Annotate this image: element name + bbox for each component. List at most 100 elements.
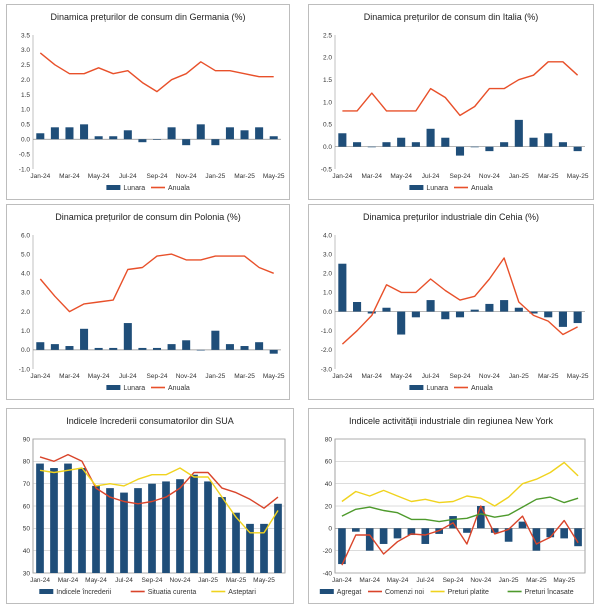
- series-line: [39, 467, 279, 534]
- x-tick-label: Mar-25: [226, 577, 247, 584]
- bar: [504, 528, 513, 542]
- bar: [274, 503, 282, 573]
- x-tick-label: Jul-24: [115, 577, 133, 584]
- x-tick-label: Sep-24: [142, 577, 163, 584]
- bar: [148, 483, 156, 573]
- y-tick-label: 30: [23, 570, 31, 577]
- chart-title: Dinamica prețurilor de consum din Poloni…: [55, 212, 241, 222]
- bar: [485, 303, 494, 312]
- y-tick-label: 4.0: [21, 271, 30, 278]
- bar: [78, 468, 86, 573]
- bar: [532, 528, 541, 551]
- chart-poland-cpi-svg: Dinamica prețurilor de consum din Poloni…: [19, 212, 285, 392]
- bar: [134, 488, 142, 573]
- x-tick-label: Sep-24: [450, 373, 471, 380]
- x-tick-label: Nov-24: [176, 173, 197, 180]
- x-tick-label: Mar-24: [361, 173, 382, 180]
- legend-label: Lunara: [426, 385, 448, 392]
- x-tick-label: May-25: [263, 373, 285, 380]
- bar: [470, 309, 479, 312]
- bar: [182, 139, 191, 146]
- bar: [123, 323, 132, 350]
- y-tick-label: 2.0: [323, 55, 332, 62]
- legend-label: Indicele încrederii: [56, 589, 111, 596]
- chart-germany-cpi: Dinamica prețurilor de consum din German…: [6, 4, 290, 200]
- y-tick-label: -2.0: [321, 347, 333, 354]
- bar: [421, 528, 430, 544]
- y-tick-label: 0.5: [323, 122, 332, 129]
- bar: [167, 344, 176, 350]
- bar: [382, 307, 391, 312]
- legend-swatch: [39, 589, 54, 594]
- bar: [441, 137, 450, 147]
- legend-label: Lunara: [123, 385, 145, 392]
- y-tick-label: 20: [325, 503, 333, 510]
- bar: [500, 142, 509, 147]
- bar: [558, 142, 567, 147]
- bar: [426, 300, 435, 312]
- x-tick-label: Nov-24: [470, 577, 491, 584]
- bar: [529, 311, 538, 314]
- x-tick-label: Jul-24: [119, 173, 137, 180]
- x-tick-label: Sep-24: [147, 173, 168, 180]
- chart-ny-industrial-activity: Indicele activității industriale din reg…: [308, 408, 594, 604]
- x-tick-label: Nov-24: [479, 373, 500, 380]
- bar: [36, 133, 45, 140]
- x-tick-label: Jan-25: [499, 577, 519, 584]
- x-tick-label: May-25: [553, 577, 575, 584]
- bar: [411, 142, 420, 147]
- bar: [225, 127, 234, 140]
- x-tick-label: Jan-25: [509, 373, 529, 380]
- x-tick-label: Sep-24: [147, 373, 168, 380]
- bar: [65, 127, 74, 140]
- x-tick-label: May-24: [387, 577, 409, 584]
- y-tick-label: 60: [23, 503, 31, 510]
- bar: [441, 311, 450, 320]
- y-tick-label: 3.0: [21, 47, 30, 54]
- x-tick-label: Jul-24: [119, 373, 137, 380]
- chart-title: Dinamica prețurilor industriale din Cehi…: [363, 212, 539, 222]
- bar: [470, 146, 479, 148]
- bar: [240, 346, 249, 350]
- y-tick-label: 1.0: [323, 290, 332, 297]
- x-tick-label: May-25: [567, 373, 589, 380]
- legend-label: Anuala: [168, 385, 190, 392]
- y-tick-label: 2.0: [323, 271, 332, 278]
- y-tick-label: -0.5: [19, 151, 31, 158]
- y-tick-label: 5.0: [21, 251, 30, 258]
- bar: [138, 347, 147, 350]
- series-line: [39, 253, 274, 313]
- legend-label: Agregat: [337, 589, 362, 596]
- x-tick-label: May-24: [85, 577, 107, 584]
- legend-label: Preturi încasate: [525, 589, 574, 596]
- bar: [211, 139, 220, 146]
- bar: [80, 328, 89, 350]
- bar: [109, 347, 118, 350]
- x-tick-label: Mar-24: [58, 577, 79, 584]
- y-tick-label: 3.0: [323, 251, 332, 258]
- y-tick-label: 40: [23, 548, 31, 555]
- chart-czech-ppi-svg: Dinamica prețurilor industriale din Cehi…: [321, 212, 589, 392]
- x-tick-label: Nov-24: [176, 373, 197, 380]
- bar: [558, 311, 567, 327]
- legend-label: Anuala: [471, 185, 493, 192]
- chart-title: Dinamica prețurilor de consum din German…: [50, 12, 245, 22]
- chart-us-consumer-confidence: Indicele încrederii consumatorilor din S…: [6, 408, 294, 604]
- y-tick-label: 0.0: [323, 309, 332, 316]
- bar: [92, 485, 100, 573]
- bar: [64, 463, 72, 573]
- bar: [367, 146, 376, 148]
- bar: [338, 263, 347, 312]
- x-tick-label: Jan-25: [205, 373, 225, 380]
- y-tick-label: 2.0: [21, 77, 30, 84]
- bar: [367, 311, 376, 314]
- bar: [204, 481, 212, 573]
- bar: [225, 344, 234, 350]
- chart-title: Dinamica prețurilor de consum din Italia…: [364, 12, 539, 22]
- bar: [485, 146, 494, 152]
- x-tick-label: May-24: [88, 173, 110, 180]
- legend-swatch: [319, 589, 334, 594]
- bar: [426, 128, 435, 147]
- x-tick-label: Mar-25: [538, 373, 559, 380]
- bar: [152, 139, 162, 140]
